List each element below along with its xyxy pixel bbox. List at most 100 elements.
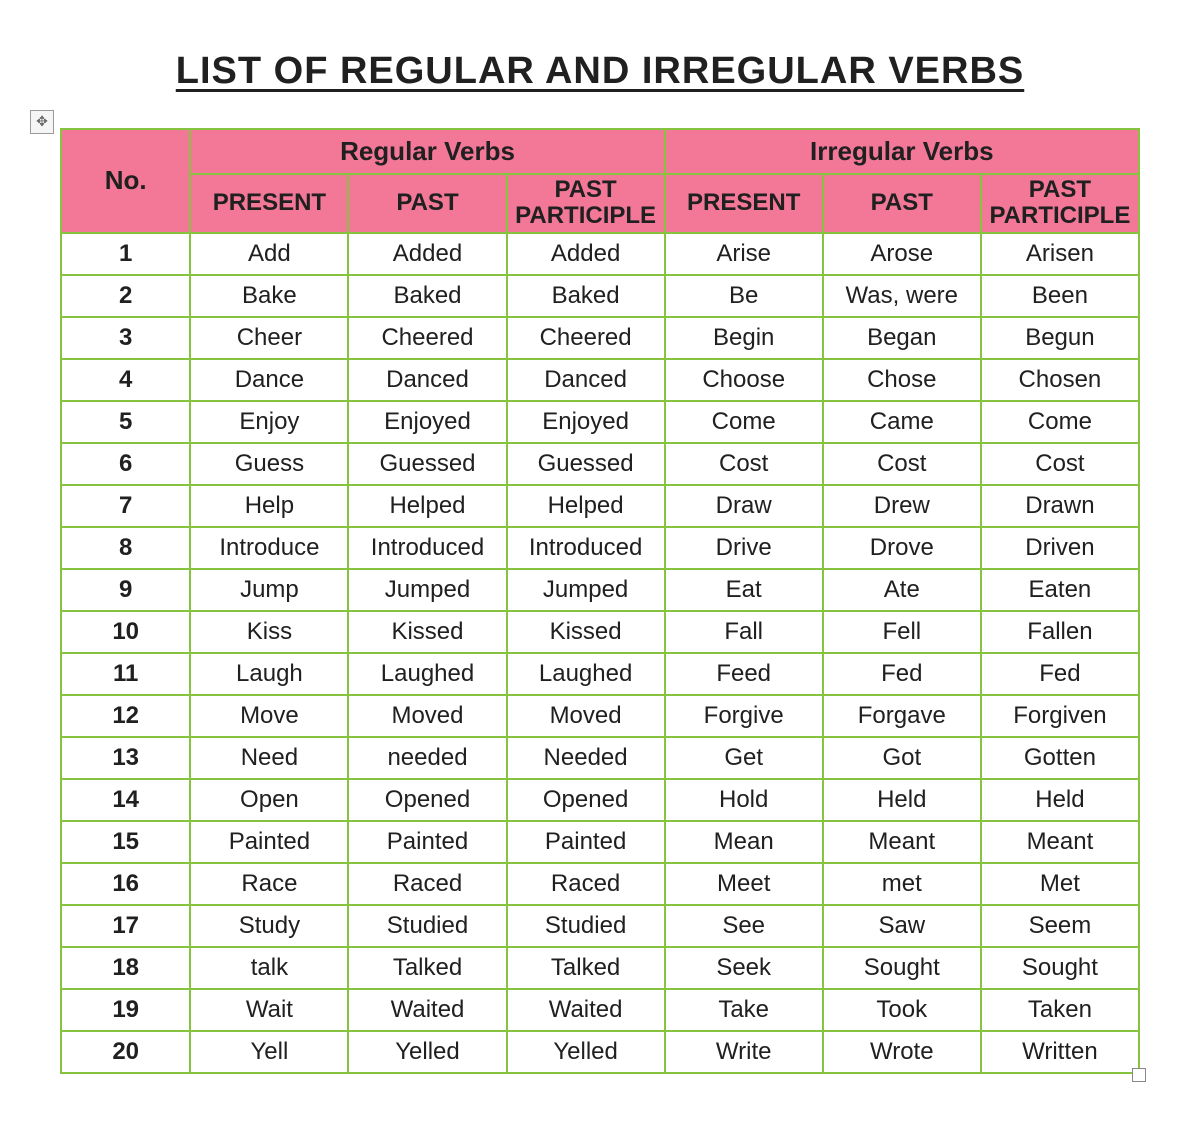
cell-irr-past: Drove — [823, 527, 981, 569]
cell-reg-present: Dance — [190, 359, 348, 401]
move-anchor-icon[interactable]: ✥ — [30, 110, 54, 134]
table-row: 4DanceDancedDancedChooseChoseChosen — [61, 359, 1139, 401]
cell-reg-past: Waited — [348, 989, 506, 1031]
cell-irr-pp: Written — [981, 1031, 1139, 1073]
table-row: 16RaceRacedRacedMeetmetMet — [61, 863, 1139, 905]
cell-reg-past: Raced — [348, 863, 506, 905]
cell-reg-past: Laughed — [348, 653, 506, 695]
cell-reg-present: Bake — [190, 275, 348, 317]
cell-irr-past: Was, were — [823, 275, 981, 317]
cell-reg-past: needed — [348, 737, 506, 779]
cell-reg-past: Guessed — [348, 443, 506, 485]
cell-reg-present: Enjoy — [190, 401, 348, 443]
table-row: 13NeedneededNeededGetGotGotten — [61, 737, 1139, 779]
cell-irr-present: Feed — [665, 653, 823, 695]
cell-irr-pp: Fed — [981, 653, 1139, 695]
cell-no: 19 — [61, 989, 190, 1031]
table-row: 6GuessGuessedGuessedCostCostCost — [61, 443, 1139, 485]
cell-irr-past: Saw — [823, 905, 981, 947]
cell-irr-past: Chose — [823, 359, 981, 401]
cell-irr-present: Get — [665, 737, 823, 779]
table-row: 15PaintedPaintedPaintedMeanMeantMeant — [61, 821, 1139, 863]
cell-reg-pp: Waited — [507, 989, 665, 1031]
cell-irr-pp: Come — [981, 401, 1139, 443]
cell-no: 4 — [61, 359, 190, 401]
cell-reg-past: Introduced — [348, 527, 506, 569]
cell-irr-pp: Cost — [981, 443, 1139, 485]
cell-reg-present: Yell — [190, 1031, 348, 1073]
cell-reg-pp: Studied — [507, 905, 665, 947]
cell-no: 5 — [61, 401, 190, 443]
cell-reg-past: Baked — [348, 275, 506, 317]
cell-irr-present: Choose — [665, 359, 823, 401]
cell-irr-past: Forgave — [823, 695, 981, 737]
cell-irr-present: Begin — [665, 317, 823, 359]
col-header-reg-past: PAST — [348, 174, 506, 233]
col-header-reg-pp-l2: PARTICIPLE — [515, 202, 656, 229]
cell-irr-present: Fall — [665, 611, 823, 653]
cell-irr-pp: Drawn — [981, 485, 1139, 527]
cell-irr-present: Hold — [665, 779, 823, 821]
table-row: 19WaitWaitedWaitedTakeTookTaken — [61, 989, 1139, 1031]
cell-irr-present: Seek — [665, 947, 823, 989]
col-header-regular: Regular Verbs — [190, 129, 664, 174]
cell-irr-past: Began — [823, 317, 981, 359]
cell-reg-pp: Enjoyed — [507, 401, 665, 443]
cell-irr-pp: Fallen — [981, 611, 1139, 653]
cell-irr-present: Meet — [665, 863, 823, 905]
cell-no: 2 — [61, 275, 190, 317]
col-header-no: No. — [61, 129, 190, 233]
cell-reg-present: Wait — [190, 989, 348, 1031]
cell-irr-pp: Chosen — [981, 359, 1139, 401]
cell-no: 10 — [61, 611, 190, 653]
col-header-irr-past: PAST — [823, 174, 981, 233]
table-row: 11LaughLaughedLaughedFeedFedFed — [61, 653, 1139, 695]
cell-reg-pp: Danced — [507, 359, 665, 401]
cell-reg-present: Race — [190, 863, 348, 905]
cell-irr-pp: Arisen — [981, 233, 1139, 275]
cell-irr-past: Got — [823, 737, 981, 779]
cell-reg-pp: Helped — [507, 485, 665, 527]
cell-irr-past: Held — [823, 779, 981, 821]
cell-no: 11 — [61, 653, 190, 695]
cell-reg-past: Opened — [348, 779, 506, 821]
cell-irr-pp: Sought — [981, 947, 1139, 989]
cell-reg-pp: Painted — [507, 821, 665, 863]
table-row: 9JumpJumpedJumpedEatAteEaten — [61, 569, 1139, 611]
cell-reg-pp: Baked — [507, 275, 665, 317]
cell-reg-past: Added — [348, 233, 506, 275]
cell-reg-present: Study — [190, 905, 348, 947]
cell-reg-present: Open — [190, 779, 348, 821]
table-row: 5EnjoyEnjoyedEnjoyedComeCameCome — [61, 401, 1139, 443]
cell-irr-past: Drew — [823, 485, 981, 527]
table-row: 20YellYelledYelledWriteWroteWritten — [61, 1031, 1139, 1073]
cell-no: 17 — [61, 905, 190, 947]
cell-reg-pp: Added — [507, 233, 665, 275]
cell-irr-past: Cost — [823, 443, 981, 485]
cell-reg-pp: Moved — [507, 695, 665, 737]
cell-reg-pp: Kissed — [507, 611, 665, 653]
table-header-groups: No. Regular Verbs Irregular Verbs — [61, 129, 1139, 174]
cell-irr-past: Meant — [823, 821, 981, 863]
verbs-table-body: 1AddAddedAddedAriseAroseArisen2BakeBaked… — [61, 233, 1139, 1073]
table-row: 17StudyStudiedStudiedSeeSawSeem — [61, 905, 1139, 947]
cell-irr-present: Draw — [665, 485, 823, 527]
cell-reg-past: Talked — [348, 947, 506, 989]
cell-irr-present: Cost — [665, 443, 823, 485]
cell-reg-pp: Talked — [507, 947, 665, 989]
cell-no: 16 — [61, 863, 190, 905]
cell-reg-past: Cheered — [348, 317, 506, 359]
cell-reg-present: Need — [190, 737, 348, 779]
cell-irr-pp: Seem — [981, 905, 1139, 947]
cell-irr-present: Be — [665, 275, 823, 317]
cell-irr-present: Eat — [665, 569, 823, 611]
cell-irr-present: Take — [665, 989, 823, 1031]
table-row: 7HelpHelpedHelpedDrawDrewDrawn — [61, 485, 1139, 527]
resize-handle-icon[interactable] — [1132, 1068, 1146, 1082]
cell-irr-present: Write — [665, 1031, 823, 1073]
cell-irr-present: Mean — [665, 821, 823, 863]
table-row: 1AddAddedAddedAriseAroseArisen — [61, 233, 1139, 275]
cell-no: 9 — [61, 569, 190, 611]
cell-reg-present: Introduce — [190, 527, 348, 569]
table-row: 10KissKissedKissedFallFellFallen — [61, 611, 1139, 653]
